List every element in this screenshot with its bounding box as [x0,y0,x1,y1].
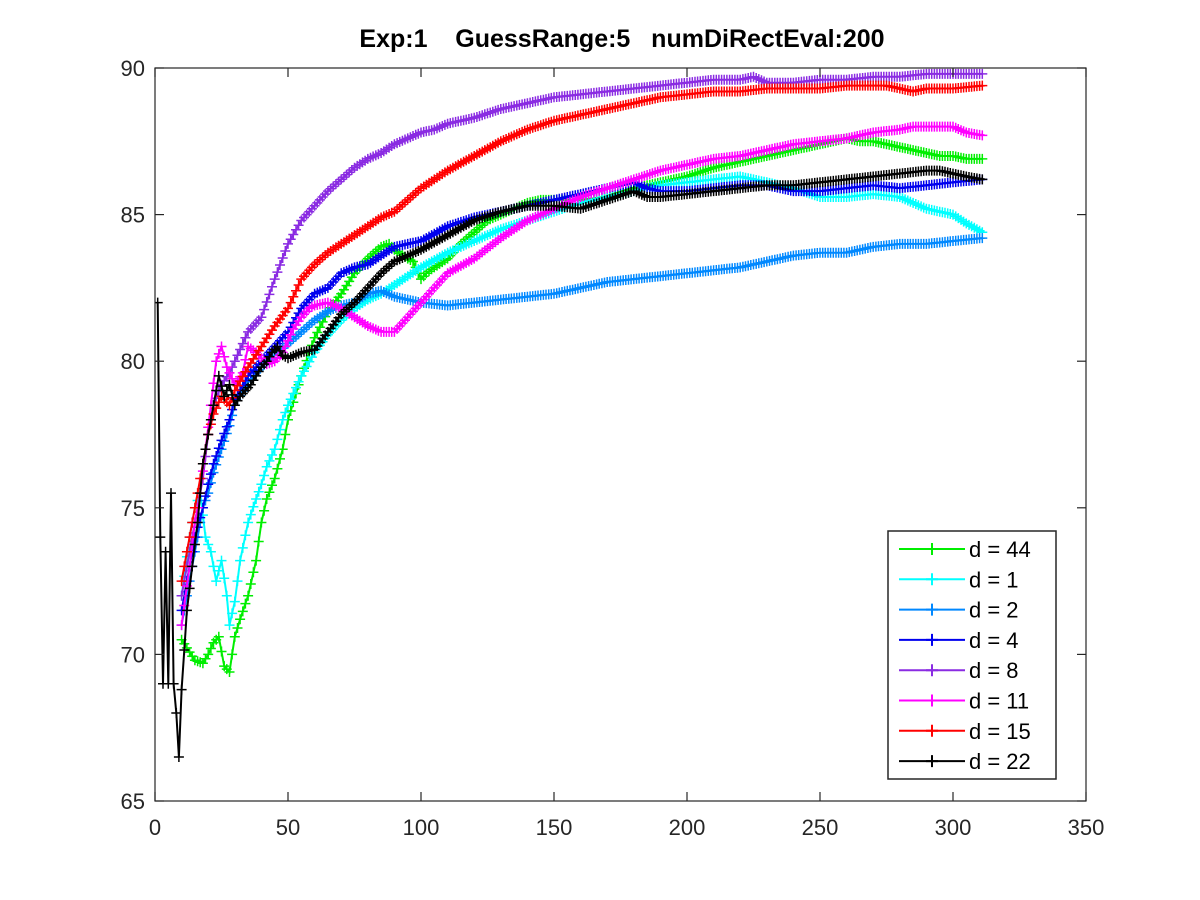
plot-area: 0 50 100 150 200 250 300 350 65 70 75 80 85 90 [121,56,1105,840]
x-tick-label: 150 [536,815,573,840]
x-tick-label: 250 [802,815,839,840]
legend-box [887,530,1057,780]
legend-item: d = 4 [899,628,1019,653]
y-tick-label: 65 [121,789,145,814]
legend-item: d = 15 [899,719,1031,744]
legend-swatch-marker [926,603,938,616]
x-tick-label: 50 [276,815,300,840]
series-layer [155,68,988,762]
y-tick-label: 85 [121,203,145,228]
legend-swatch-marker [926,633,938,646]
legend-label: d = 8 [969,658,1019,683]
series-d-22 [155,165,988,762]
series-markers [176,121,988,631]
legend-items: d = 44 d = 1 d = 2 d = 4 d = 8 d = 11 d = 15 d … [899,537,1031,774]
legend-item: d = 22 [899,749,1031,774]
legend-label: d = 2 [969,598,1019,623]
legend-item: d = 1 [899,567,1019,592]
legend-label: d = 15 [969,719,1031,744]
series-d-11 [176,121,988,631]
series-d-8 [176,68,988,601]
legend-label: d = 11 [969,689,1029,714]
legend-label: d = 4 [969,628,1019,653]
x-tick-label: 350 [1068,815,1105,840]
legend-swatch-marker [926,724,938,737]
legend-label: d = 22 [969,749,1031,774]
y-tick-label: 75 [121,496,145,521]
legend-item: d = 8 [899,658,1019,683]
series-d-15 [176,80,988,587]
y-tick-label: 80 [121,349,145,374]
ticks-layer: 0 50 100 150 200 250 300 350 65 70 75 80 85 90 [121,56,1105,840]
legend-label: d = 1 [969,567,1019,592]
y-tick-label: 70 [121,642,145,667]
y-tick-label: 90 [121,56,145,81]
legend-swatch-marker [926,543,938,555]
series-markers [176,80,988,587]
x-tick-label: 100 [403,815,440,840]
legend-swatch-marker [926,755,938,768]
legend-swatch-marker [926,573,938,586]
axes-box [154,67,1087,802]
series-markers [176,68,988,601]
legend-item: d = 2 [899,598,1019,623]
legend-item: d = 11 [899,689,1029,714]
series-markers [155,165,988,762]
x-tick-label: 200 [669,815,706,840]
x-tick-label: 0 [149,815,161,840]
legend-item: d = 44 [899,537,1031,562]
legend: d = 44 d = 1 d = 2 d = 4 d = 8 d = 11 d = 15 d … [887,530,1057,780]
x-tick-label: 300 [935,815,972,840]
legend-label: d = 44 [969,537,1031,562]
legend-swatch-marker [926,694,938,707]
legend-swatch-marker [926,664,938,677]
chart-title: Exp:1 GuessRange:5 numDiRectEval:200 [359,25,884,53]
